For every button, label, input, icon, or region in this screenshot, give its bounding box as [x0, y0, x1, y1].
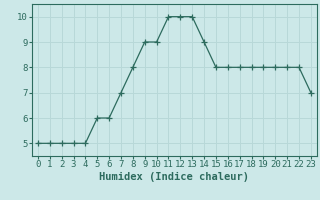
X-axis label: Humidex (Indice chaleur): Humidex (Indice chaleur): [100, 172, 249, 182]
